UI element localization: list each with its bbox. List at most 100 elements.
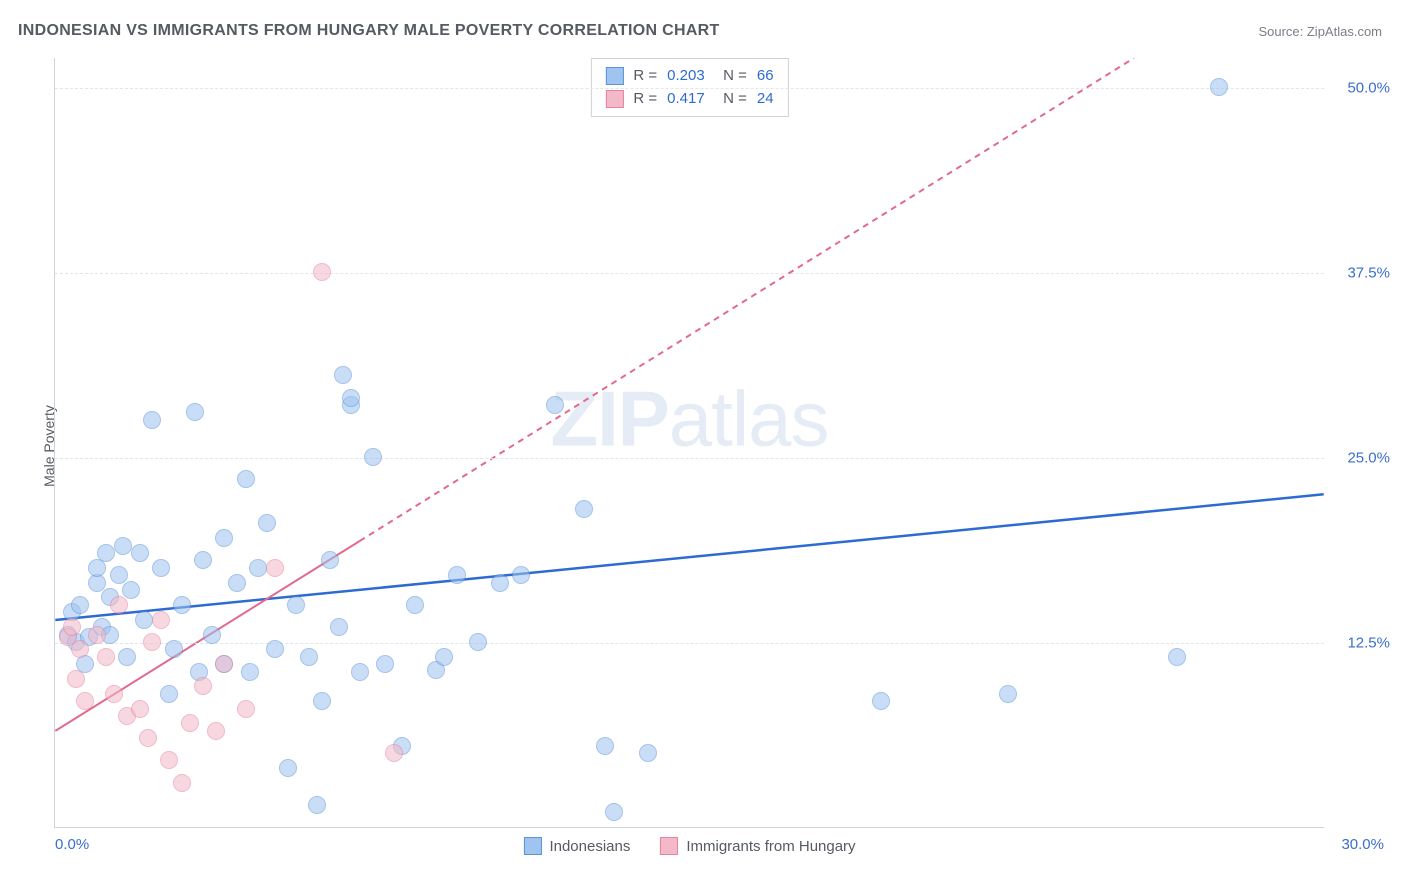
gridline [55,643,1324,644]
scatter-point [605,803,623,821]
scatter-point [321,551,339,569]
series-name: Immigrants from Hungary [686,838,855,855]
x-tick-label: 30.0% [1341,836,1384,853]
scatter-point [575,500,593,518]
scatter-point [165,640,183,658]
n-label: N = [723,88,747,111]
chart-title: INDONESIAN VS IMMIGRANTS FROM HUNGARY MA… [18,22,720,40]
n-value: 24 [757,88,774,111]
scatter-point [63,618,81,636]
scatter-point [999,685,1017,703]
gridline [55,273,1324,274]
legend-swatch [605,90,623,108]
scatter-point [152,559,170,577]
scatter-point [88,626,106,644]
scatter-point [135,611,153,629]
r-label: R = [633,88,657,111]
scatter-point [71,640,89,658]
scatter-point [131,700,149,718]
scatter-point [203,626,221,644]
scatter-point [97,544,115,562]
scatter-point [313,263,331,281]
scatter-point [512,566,530,584]
scatter-point [237,700,255,718]
scatter-point [97,648,115,666]
scatter-point [160,751,178,769]
scatter-point [639,744,657,762]
scatter-point [279,759,297,777]
stat-legend-row: R = 0.203 N = 66 [605,65,773,88]
scatter-point [491,574,509,592]
scatter-point [364,448,382,466]
scatter-point [1210,78,1228,96]
legend-swatch [523,837,541,855]
scatter-point [122,581,140,599]
scatter-point [110,566,128,584]
r-value: 0.203 [667,65,713,88]
scatter-point [258,514,276,532]
scatter-point [287,596,305,614]
scatter-point [215,529,233,547]
trend-line-solid [55,494,1323,620]
r-value: 0.417 [667,88,713,111]
gridline [55,88,1324,89]
scatter-point [194,551,212,569]
scatter-point [194,677,212,695]
scatter-point [266,559,284,577]
scatter-point [71,596,89,614]
scatter-point [173,596,191,614]
scatter-point [308,796,326,814]
scatter-point [131,544,149,562]
scatter-point [330,618,348,636]
scatter-point [118,648,136,666]
scatter-point [207,722,225,740]
scatter-point [448,566,466,584]
plot-area: ZIPatlas R =0.203N =66R =0.417N =24 Indo… [54,58,1324,828]
y-tick-label: 25.0% [1330,449,1390,466]
scatter-point [1168,648,1186,666]
scatter-point [406,596,424,614]
series-legend-item: Immigrants from Hungary [660,837,855,855]
scatter-point [160,685,178,703]
y-tick-label: 37.5% [1330,264,1390,281]
gridline [55,458,1324,459]
scatter-point [143,411,161,429]
series-legend-item: Indonesians [523,837,630,855]
trend-line-dashed [360,58,1134,541]
scatter-point [596,737,614,755]
scatter-point [376,655,394,673]
scatter-point [215,655,233,673]
series-legend: Indonesians Immigrants from Hungary [523,837,855,855]
r-label: R = [633,65,657,88]
stat-legend-row: R = 0.417 N = 24 [605,88,773,111]
n-value: 66 [757,65,774,88]
source-attribution: Source: ZipAtlas.com [1258,24,1382,39]
scatter-point [249,559,267,577]
scatter-point [241,663,259,681]
scatter-point [313,692,331,710]
scatter-point [872,692,890,710]
scatter-point [139,729,157,747]
scatter-point [105,685,123,703]
y-tick-label: 12.5% [1330,634,1390,651]
watermark: ZIPatlas [550,374,828,465]
scatter-point [237,470,255,488]
legend-swatch [660,837,678,855]
scatter-point [300,648,318,666]
scatter-point [152,611,170,629]
scatter-point [385,744,403,762]
legend-swatch [605,67,623,85]
scatter-point [173,774,191,792]
scatter-point [181,714,199,732]
scatter-point [342,389,360,407]
scatter-point [186,403,204,421]
scatter-point [435,648,453,666]
scatter-point [351,663,369,681]
scatter-point [76,692,94,710]
scatter-point [114,537,132,555]
n-label: N = [723,65,747,88]
correlation-chart: INDONESIAN VS IMMIGRANTS FROM HUNGARY MA… [0,0,1406,892]
scatter-point [110,596,128,614]
y-tick-label: 50.0% [1330,79,1390,96]
scatter-point [228,574,246,592]
